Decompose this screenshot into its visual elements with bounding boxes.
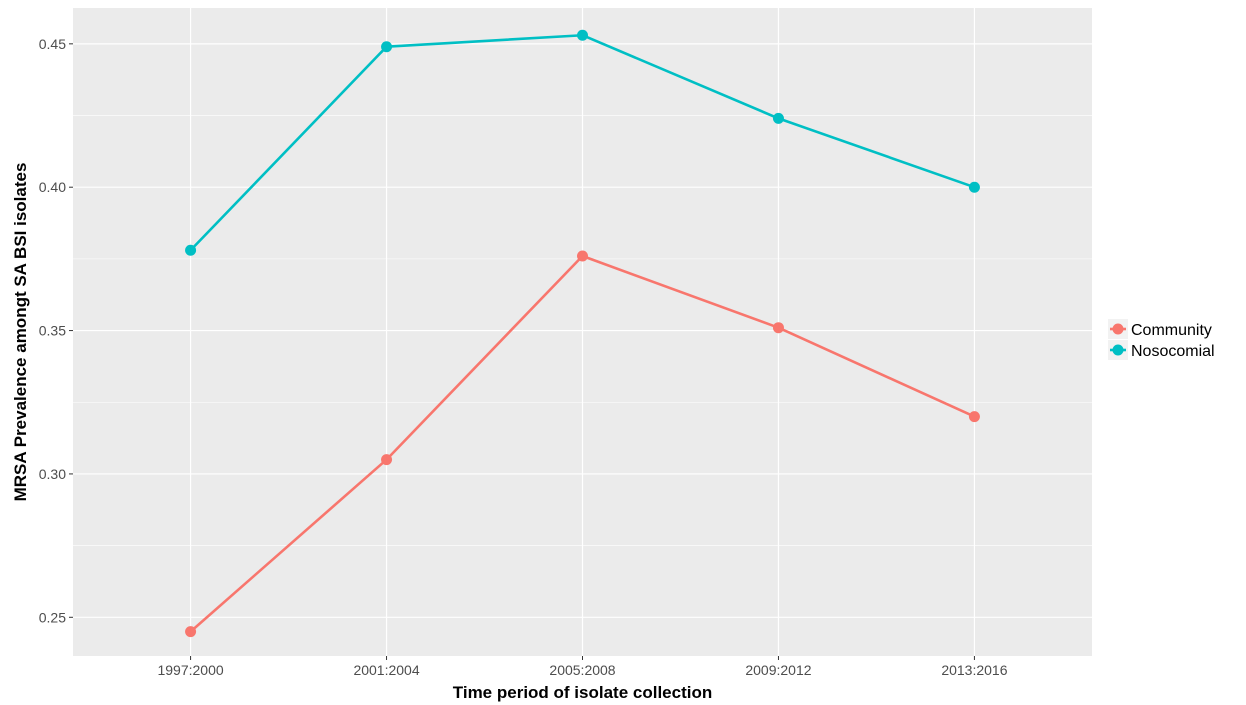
series-nosocomial [185,29,980,256]
series-community [185,250,980,638]
x-tick-label: 2013:2016 [941,662,1007,678]
data-point-nosocomial [772,112,784,124]
y-tick-label: 0.45 [39,36,66,52]
y-tick-label: 0.40 [39,179,66,195]
data-point-community [381,454,393,466]
data-point-community [577,250,588,262]
data-point-nosocomial [381,41,393,53]
data-point-nosocomial [577,29,588,41]
y-tick-label: 0.35 [39,323,66,339]
x-tick-label: 1997:2000 [157,662,223,678]
legend-key-point [1112,323,1124,335]
data-point-nosocomial [185,244,197,256]
x-tick-label: 2001:2004 [353,662,419,678]
legend: Community Nosocomial [1108,319,1215,360]
data-point-community [185,626,197,638]
y-tick-label: 0.30 [39,466,66,482]
x-axis-title: Time period of isolate collection [453,683,712,702]
series-layer [185,29,980,638]
legend-label: Nosocomial [1131,343,1215,360]
legend-item-nosocomial: Nosocomial [1108,340,1215,360]
legend-item-community: Community [1108,319,1212,339]
data-point-community [968,411,980,423]
y-axis-title: MRSA Prevalence amongt SA BSI isolates [11,163,30,502]
axis-layer: 0.25 0.30 0.35 0.40 0.45 1997:2000 2001:2004 20… [39,36,1008,678]
legend-label: Community [1131,322,1212,339]
grid-lines [73,8,1092,656]
y-tick-label: 0.25 [39,609,66,625]
data-point-community [772,322,784,334]
x-tick-label: 2009:2012 [745,662,811,678]
legend-key-point [1112,344,1124,356]
data-point-nosocomial [968,181,980,193]
x-tick-label: 2005:2008 [549,662,615,678]
